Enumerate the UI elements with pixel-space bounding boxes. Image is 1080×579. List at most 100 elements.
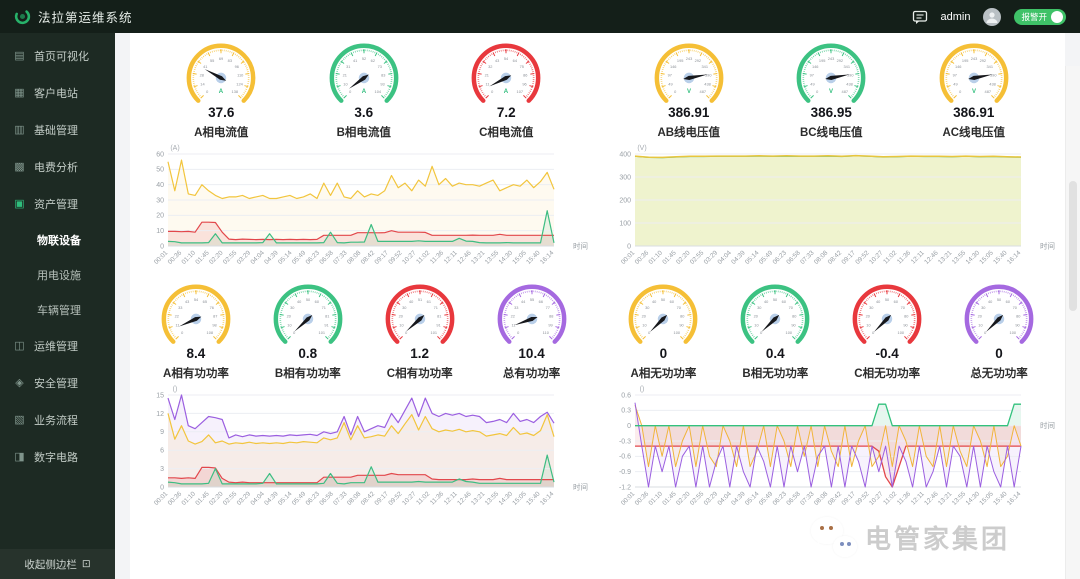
svg-text:41: 41 bbox=[353, 58, 357, 63]
svg-text:341: 341 bbox=[986, 64, 992, 69]
gauge-label: B相电流值 bbox=[336, 127, 391, 139]
gauge-label: A相有功功率 bbox=[163, 368, 229, 380]
sidebar-item-7[interactable]: ▧ 业务流程 bbox=[0, 401, 115, 438]
svg-text:98: 98 bbox=[212, 322, 216, 327]
collapse-sidebar-button[interactable]: 收起侧边栏 ⊡ bbox=[0, 549, 115, 579]
circuit-icon: ◨ bbox=[14, 451, 25, 463]
sidebar-item-2[interactable]: ▥ 基础管理 bbox=[0, 111, 115, 148]
svg-text:0.6: 0.6 bbox=[622, 392, 632, 399]
admin-username[interactable]: admin bbox=[940, 10, 971, 23]
avatar[interactable] bbox=[983, 7, 1002, 26]
svg-text:16:14: 16:14 bbox=[539, 249, 556, 266]
svg-text:66: 66 bbox=[538, 299, 542, 304]
collapse-icon: ⊡ bbox=[81, 558, 91, 570]
sidebar-item-0[interactable]: ▤ 首页可视化 bbox=[0, 37, 115, 74]
svg-text:(A): (A) bbox=[170, 145, 179, 152]
svg-text:11:02: 11:02 bbox=[415, 490, 431, 506]
svg-text:09:52: 09:52 bbox=[855, 490, 872, 507]
sidebar-item-label: 客户电站 bbox=[34, 87, 78, 100]
svg-text:50: 50 bbox=[156, 167, 164, 174]
svg-text:11:02: 11:02 bbox=[882, 490, 898, 506]
svg-text:08:42: 08:42 bbox=[827, 490, 844, 507]
section-reactive-power: 0 10 20 30 40 50 60 70 80 90 100 0 A相无功功率 0 10 20 30 40 50… bbox=[598, 279, 1066, 520]
svg-text:00:01: 00:01 bbox=[153, 249, 170, 266]
svg-text:16:14: 16:14 bbox=[1006, 249, 1023, 266]
scrollbar-track[interactable] bbox=[1065, 66, 1080, 579]
sidebar-item-6[interactable]: ◈ 安全管理 bbox=[0, 364, 115, 401]
svg-text:08:08: 08:08 bbox=[813, 249, 830, 266]
svg-text:200: 200 bbox=[620, 197, 632, 204]
svg-text:10: 10 bbox=[399, 322, 403, 327]
sidebar-item-3[interactable]: ▩ 电费分析 bbox=[0, 148, 115, 185]
gauge-value: 386.95 bbox=[810, 105, 852, 120]
svg-text:64: 64 bbox=[513, 58, 518, 63]
main-area: 0 14 28 41 55 69 83 96 110 124 138 A 37.6 A相电流值 0 10 21 3… bbox=[115, 33, 1080, 579]
svg-text:-0.9: -0.9 bbox=[619, 469, 631, 476]
gauge-voltage-2: 0 49 97 146 195 243 292 341 390 438 487 V 386.91 AC线电… bbox=[919, 38, 1029, 140]
svg-text:04:39: 04:39 bbox=[263, 490, 280, 507]
sidebar-item-5[interactable]: ◫ 运维管理 bbox=[0, 327, 115, 364]
svg-text:09:52: 09:52 bbox=[855, 249, 872, 266]
svg-text:65: 65 bbox=[203, 299, 207, 304]
sidebar-item-label: 资产管理 bbox=[34, 198, 78, 211]
svg-text:88: 88 bbox=[549, 313, 553, 318]
svg-text:390: 390 bbox=[990, 72, 996, 77]
svg-text:90: 90 bbox=[904, 322, 908, 327]
alarm-toggle[interactable]: 报警开 bbox=[1014, 8, 1066, 25]
gauge-label: A相无功功率 bbox=[630, 368, 697, 380]
flow-icon: ▧ bbox=[14, 414, 25, 426]
svg-text:341: 341 bbox=[844, 64, 850, 69]
svg-text:V: V bbox=[687, 89, 691, 95]
sidebar-item-label: 安全管理 bbox=[34, 377, 78, 390]
sidebar-subitem-4-2[interactable]: 车辆管理 bbox=[37, 304, 81, 317]
svg-text:81: 81 bbox=[437, 313, 441, 318]
svg-text:30: 30 bbox=[757, 305, 761, 310]
sidebar-item-1[interactable]: ▦ 客户电站 bbox=[0, 74, 115, 111]
wechat-icon bbox=[810, 517, 857, 557]
svg-text:10: 10 bbox=[755, 322, 759, 327]
sidebar-subitem-4-1[interactable]: 用电设施 bbox=[37, 269, 81, 282]
svg-text:10: 10 bbox=[643, 322, 647, 327]
svg-text:08:08: 08:08 bbox=[346, 490, 363, 507]
scrollbar-thumb[interactable] bbox=[1069, 181, 1077, 311]
svg-text:11:36: 11:36 bbox=[896, 490, 912, 506]
svg-text:22: 22 bbox=[175, 313, 179, 318]
svg-text:08:42: 08:42 bbox=[359, 249, 376, 266]
sidebar-item-8[interactable]: ◨ 数字电路 bbox=[0, 438, 115, 475]
sidebar-subitem-4-0[interactable]: 物联设备 bbox=[37, 234, 81, 247]
svg-text:时间: 时间 bbox=[573, 482, 588, 492]
sidebar-item-4[interactable]: ▣ 资产管理 bbox=[0, 185, 115, 222]
svg-text:3: 3 bbox=[160, 466, 164, 473]
app-title: 法拉第运维系统 bbox=[38, 11, 133, 25]
svg-text:12: 12 bbox=[156, 411, 164, 418]
message-icon[interactable] bbox=[912, 9, 928, 25]
alarm-toggle-label: 报警开 bbox=[1021, 11, 1047, 22]
svg-text:28: 28 bbox=[200, 72, 204, 77]
svg-text:40: 40 bbox=[988, 299, 992, 304]
svg-text:33: 33 bbox=[514, 305, 518, 310]
svg-text:13:21: 13:21 bbox=[937, 490, 954, 507]
svg-text:54: 54 bbox=[194, 297, 199, 302]
svg-text:07:33: 07:33 bbox=[799, 249, 816, 266]
svg-text:195: 195 bbox=[677, 58, 683, 63]
svg-text:80: 80 bbox=[681, 313, 685, 318]
station-icon: ▦ bbox=[14, 87, 25, 99]
svg-text:05:14: 05:14 bbox=[277, 249, 294, 266]
sidebar: ▤ 首页可视化 ▦ 客户电站 ▥ 基础管理 ▩ 电费分析 ▣ 资产管理物联设备用电设施车辆管理 ◫ 运… bbox=[0, 33, 115, 579]
svg-text:80: 80 bbox=[904, 313, 908, 318]
svg-text:49: 49 bbox=[668, 81, 672, 86]
svg-text:0: 0 bbox=[984, 330, 986, 335]
svg-text:100: 100 bbox=[674, 330, 680, 335]
svg-text:14:30: 14:30 bbox=[497, 490, 514, 507]
svg-text:07:33: 07:33 bbox=[332, 490, 349, 507]
svg-text:06:58: 06:58 bbox=[318, 249, 335, 266]
svg-text:146: 146 bbox=[812, 64, 818, 69]
dashboard-content: 0 14 28 41 55 69 83 96 110 124 138 A 37.6 A相电流值 0 10 21 3… bbox=[130, 33, 1065, 579]
svg-text:01:10: 01:10 bbox=[180, 490, 197, 507]
svg-text:69: 69 bbox=[219, 56, 223, 61]
svg-text:40: 40 bbox=[764, 299, 768, 304]
svg-text:0: 0 bbox=[405, 330, 407, 335]
svg-text:02:55: 02:55 bbox=[222, 249, 239, 266]
svg-text:05:49: 05:49 bbox=[291, 490, 308, 507]
svg-text:0: 0 bbox=[160, 243, 164, 250]
